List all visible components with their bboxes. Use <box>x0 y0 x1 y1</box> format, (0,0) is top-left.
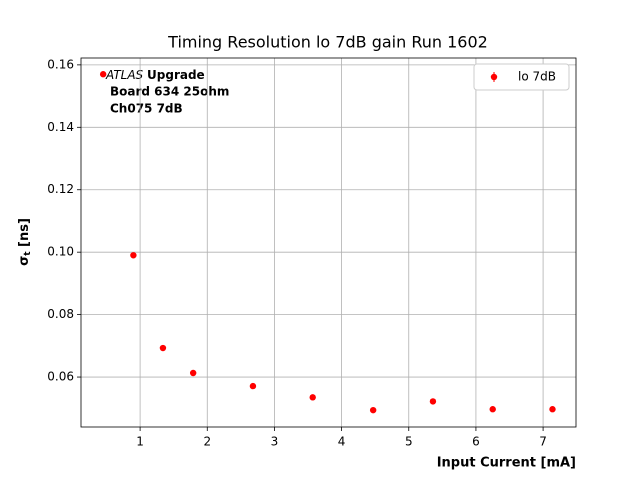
x-tick-label: 1 <box>136 435 144 449</box>
x-axis-label: Input Current [mA] <box>437 456 576 471</box>
x-tick-label: 2 <box>203 435 211 449</box>
x-tick-label: 5 <box>405 435 413 449</box>
annotation-line: Ch075 7dB <box>110 102 183 116</box>
annotation-line: Board 634 25ohm <box>110 85 229 99</box>
x-tick-label: 7 <box>539 435 547 449</box>
x-tick-label: 3 <box>271 435 279 449</box>
y-tick-label: 0.06 <box>47 370 74 384</box>
chart-title: Timing Resolution lo 7dB gain Run 1602 <box>167 33 488 52</box>
y-tick-label: 0.12 <box>47 182 74 196</box>
plot-frame <box>80 57 577 428</box>
x-tick-label: 6 <box>472 435 480 449</box>
legend: lo 7dB <box>473 63 570 91</box>
y-tick-label: 0.16 <box>47 57 74 71</box>
y-axis-label-text: σt [ns] <box>17 218 33 266</box>
data-point <box>489 406 496 413</box>
data-point <box>130 252 137 259</box>
data-point <box>249 382 257 390</box>
y-label-symbol: σ <box>17 256 32 266</box>
data-point <box>159 344 167 352</box>
legend-marker <box>490 73 498 81</box>
data-point <box>99 71 107 78</box>
data-point <box>189 369 197 377</box>
annotation-bold: Upgrade <box>147 68 205 82</box>
data-point <box>369 406 377 414</box>
y-tick-label: 0.10 <box>47 245 74 259</box>
legend-label: lo 7dB <box>518 70 556 84</box>
annotation-italic: ATLAS <box>105 68 144 82</box>
y-label-subscript: t <box>23 251 33 256</box>
x-tick-label: 4 <box>338 435 346 449</box>
data-point <box>309 394 316 401</box>
data-point <box>549 406 556 413</box>
data-point <box>429 398 437 405</box>
y-tick-label: 0.08 <box>47 307 74 321</box>
y-tick-label: 0.14 <box>47 120 74 134</box>
y-label-unit: [ns] <box>17 218 32 247</box>
y-axis-label: σt [ns] <box>17 218 33 266</box>
legend-box <box>473 63 570 91</box>
annotation-line: ATLAS Upgrade <box>105 68 205 82</box>
